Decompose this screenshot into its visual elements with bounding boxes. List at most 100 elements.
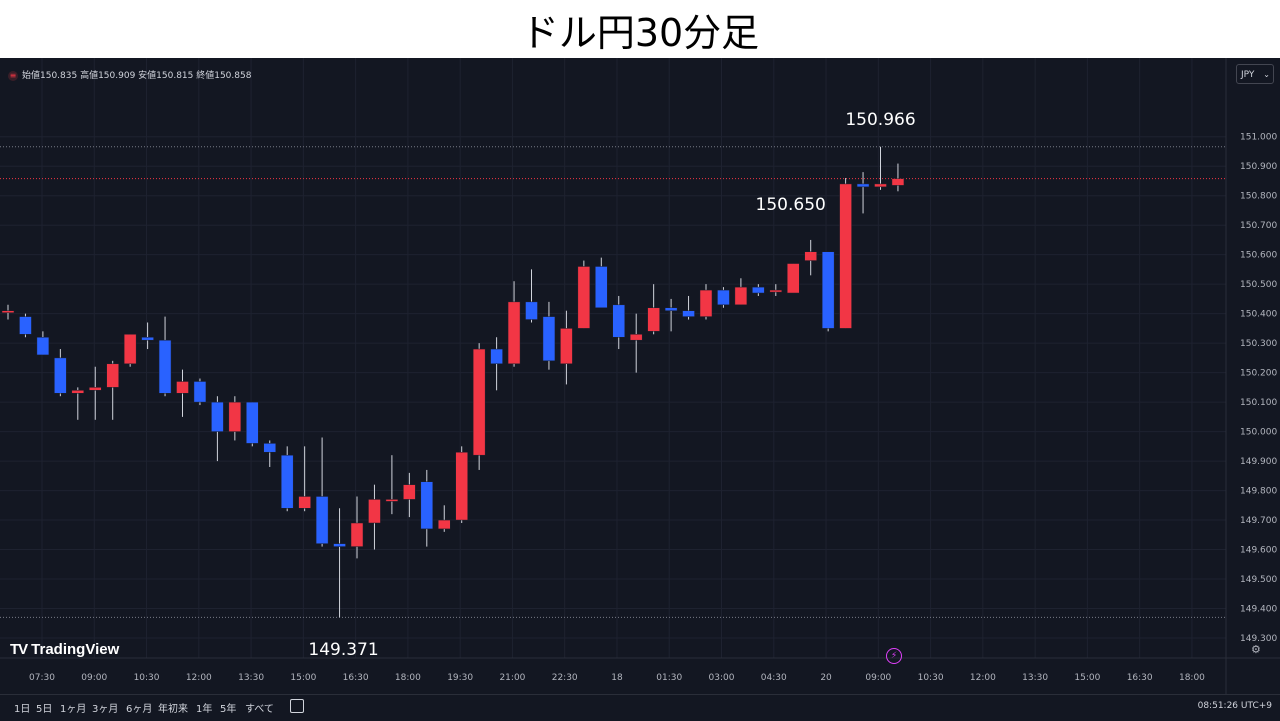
y-tick-label: 150.600 — [1240, 251, 1277, 261]
y-tick-label: 149.600 — [1240, 546, 1277, 556]
currency-label: JPY — [1241, 70, 1255, 80]
x-tick-label: 13:30 — [1022, 673, 1048, 683]
x-tick-label: 19:30 — [447, 673, 473, 683]
y-tick-label: 149.900 — [1240, 457, 1277, 467]
candle-body — [787, 263, 800, 294]
candle-body — [123, 334, 137, 365]
price-annotation: 150.966 — [845, 110, 915, 130]
y-tick-label: 150.300 — [1240, 339, 1277, 349]
candle-body — [874, 183, 887, 188]
candle-body — [36, 336, 50, 356]
x-tick-label: 18:00 — [395, 673, 421, 683]
range-button[interactable]: 1日 — [14, 704, 31, 715]
clock: 08:51:26 UTC+9 — [1197, 701, 1272, 711]
candle-body — [420, 481, 434, 530]
y-tick-label: 149.800 — [1240, 487, 1277, 497]
chart-frame[interactable]: 151.000 150.900 150.800 150.700 150.600 150.5… — [0, 58, 1280, 721]
candle-body — [490, 348, 503, 365]
range-button[interactable]: 5年 — [220, 704, 237, 715]
x-tick-label: 09:00 — [81, 673, 107, 683]
y-tick-label: 149.700 — [1240, 516, 1277, 526]
range-button[interactable]: 1ヶ月 — [60, 704, 87, 715]
candle-body — [89, 387, 102, 391]
candle-body — [699, 289, 713, 317]
x-tick-label: 18 — [611, 673, 623, 683]
ohlc-text: 始値150.835 高値150.909 安値150.815 終値150.858 — [22, 71, 252, 81]
candle-body — [315, 496, 329, 544]
candle-body — [734, 286, 748, 306]
candle-body — [472, 348, 486, 456]
x-tick-label: 01:30 — [656, 673, 682, 683]
candle-body — [891, 178, 905, 186]
candle-body — [368, 499, 381, 524]
x-tick-label: 15:00 — [290, 673, 316, 683]
candle-body — [438, 519, 451, 530]
range-button[interactable]: 6ヶ月 — [126, 704, 153, 715]
x-tick-label: 10:30 — [134, 673, 160, 683]
range-button[interactable]: すべて — [245, 704, 274, 715]
candle-body — [664, 307, 678, 311]
bottom-toolbar: 1日 5日 1ヶ月 3ヶ月 6ヶ月 年初来 1年 5年 すべて 08:51:26 UTC+9 — [0, 694, 1280, 721]
candle-body — [71, 390, 85, 394]
candlestick-chart[interactable]: 151.000 150.900 150.800 150.700 150.600 150.5… — [0, 58, 1280, 720]
calendar-icon[interactable] — [290, 699, 304, 713]
candle-body — [717, 289, 730, 306]
x-tick-label: 21:00 — [499, 673, 525, 683]
candle-body — [246, 401, 259, 444]
x-tick-label: 13:30 — [238, 673, 264, 683]
y-tick-label: 150.200 — [1240, 369, 1277, 379]
y-tick-label: 150.400 — [1240, 310, 1277, 320]
candle-body — [647, 307, 660, 332]
x-tick-label: 10:30 — [918, 673, 944, 683]
x-tick-label: 03:00 — [709, 673, 735, 683]
price-annotation: 149.371 — [308, 640, 378, 660]
y-tick-label: 150.900 — [1240, 162, 1277, 172]
range-button[interactable]: 年初来 — [158, 704, 188, 715]
candle-body — [19, 316, 32, 335]
candle-body — [211, 401, 224, 432]
candle-body — [1, 310, 15, 313]
y-tick-label: 150.100 — [1240, 398, 1277, 408]
candle-body — [804, 251, 817, 261]
candle-body — [158, 339, 172, 394]
candle-body — [176, 381, 189, 394]
range-button[interactable]: 5日 — [36, 704, 53, 715]
x-tick-label: 09:00 — [865, 673, 891, 683]
candle-body — [403, 484, 416, 500]
candle-body — [542, 316, 556, 362]
currency-selector[interactable]: JPY ⌄ — [1236, 64, 1274, 84]
x-tick-label: 20 — [820, 673, 832, 683]
tv-logo-icon: TV — [10, 641, 28, 658]
x-tick-label: 07:30 — [29, 673, 55, 683]
price-annotation: 150.650 — [756, 195, 826, 215]
candle-body — [350, 522, 364, 547]
chevron-down-icon: ⌄ — [1263, 70, 1270, 79]
candle-body — [298, 496, 311, 509]
x-tick-label: 15:00 — [1074, 673, 1100, 683]
candle-body — [577, 266, 591, 329]
symbol-icon[interactable]: ≡ — [8, 70, 18, 81]
x-tick-label: 18:00 — [1179, 673, 1205, 683]
ohlc-legend: ≡ 始値150.835 高値150.909 安値150.815 終値150.858 — [8, 68, 251, 81]
candle-body — [333, 543, 346, 547]
tradingview-logo[interactable]: TV TradingView — [10, 641, 119, 658]
candle-body — [821, 251, 835, 329]
x-tick-label: 12:00 — [970, 673, 996, 683]
page-title: ドル円30分足 — [520, 11, 760, 55]
y-tick-label: 150.700 — [1240, 221, 1277, 231]
candle-body — [106, 363, 119, 388]
y-tick-label: 149.500 — [1240, 575, 1277, 585]
candle-body — [595, 266, 608, 309]
candle-body — [507, 301, 521, 365]
candle-body — [856, 183, 870, 188]
candle-body — [228, 401, 242, 432]
candle-body — [193, 381, 207, 403]
y-tick-label: 150.500 — [1240, 280, 1277, 290]
candle-body — [560, 328, 573, 365]
flash-icon[interactable]: ⚡ — [886, 648, 902, 664]
candle-body — [525, 301, 538, 320]
range-button[interactable]: 1年 — [196, 704, 213, 715]
y-tick-label: 150.000 — [1240, 428, 1277, 438]
range-button[interactable]: 3ヶ月 — [92, 704, 119, 715]
gear-icon[interactable]: ⚙ — [1251, 643, 1261, 656]
